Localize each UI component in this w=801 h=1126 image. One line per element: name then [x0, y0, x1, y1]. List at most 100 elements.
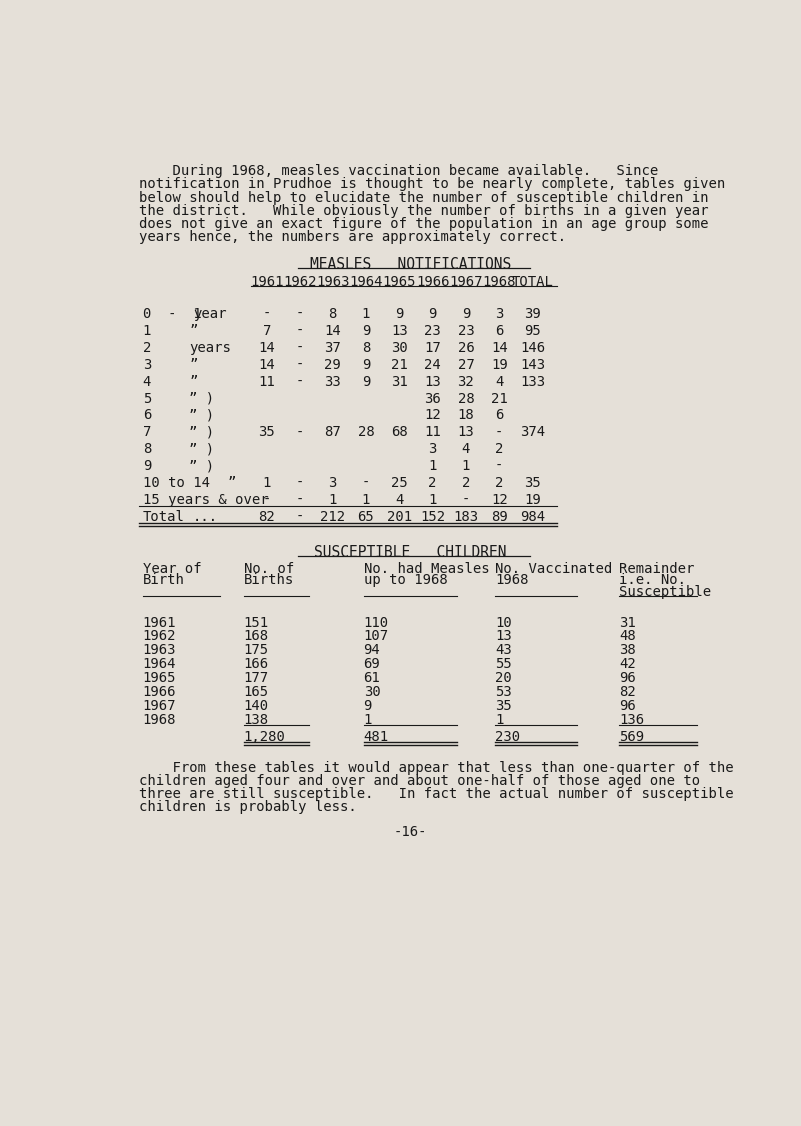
Text: Susceptible: Susceptible — [619, 584, 711, 599]
Text: 1967: 1967 — [449, 275, 483, 289]
Text: 25: 25 — [391, 476, 408, 490]
Text: -: - — [296, 510, 304, 524]
Text: 9: 9 — [364, 699, 372, 713]
Text: 9: 9 — [362, 375, 370, 388]
Text: ” ): ” ) — [189, 443, 215, 456]
Text: 168: 168 — [244, 629, 268, 643]
Text: 212: 212 — [320, 510, 345, 524]
Text: 48: 48 — [619, 629, 636, 643]
Text: 1966: 1966 — [143, 685, 176, 699]
Text: -: - — [296, 306, 304, 321]
Text: 9: 9 — [461, 306, 470, 321]
Text: 82: 82 — [259, 510, 275, 524]
Text: 3: 3 — [429, 443, 437, 456]
Text: 15 years & over: 15 years & over — [143, 493, 268, 507]
Text: 69: 69 — [364, 658, 380, 671]
Text: ”: ” — [189, 358, 198, 372]
Text: 42: 42 — [619, 658, 636, 671]
Text: 12: 12 — [491, 493, 508, 507]
Text: 4: 4 — [143, 375, 151, 388]
Text: 1963: 1963 — [143, 643, 176, 658]
Text: 27: 27 — [457, 358, 474, 372]
Text: 61: 61 — [364, 671, 380, 685]
Text: 1968: 1968 — [143, 713, 176, 726]
Text: 138: 138 — [244, 713, 268, 726]
Text: 9: 9 — [362, 324, 370, 338]
Text: 374: 374 — [520, 426, 545, 439]
Text: 1965: 1965 — [383, 275, 416, 289]
Text: 1968: 1968 — [495, 573, 529, 588]
Text: 1: 1 — [362, 306, 370, 321]
Text: 183: 183 — [453, 510, 478, 524]
Text: 9: 9 — [429, 306, 437, 321]
Text: 1966: 1966 — [416, 275, 449, 289]
Text: 166: 166 — [244, 658, 268, 671]
Text: below should help to elucidate the number of susceptible children in: below should help to elucidate the numbe… — [139, 190, 708, 205]
Text: 37: 37 — [324, 341, 341, 355]
Text: 82: 82 — [619, 685, 636, 699]
Text: ” ): ” ) — [189, 409, 215, 422]
Text: 110: 110 — [364, 616, 388, 629]
Text: 28: 28 — [357, 426, 374, 439]
Text: 9: 9 — [143, 459, 151, 473]
Text: 31: 31 — [391, 375, 408, 388]
Text: 89: 89 — [491, 510, 508, 524]
Text: 2: 2 — [495, 443, 504, 456]
Text: 1: 1 — [429, 493, 437, 507]
Text: 30: 30 — [364, 685, 380, 699]
Text: During 1968, measles vaccination became available.   Since: During 1968, measles vaccination became … — [139, 164, 658, 178]
Text: 569: 569 — [619, 730, 645, 743]
Text: ” ): ” ) — [189, 392, 215, 405]
Text: 177: 177 — [244, 671, 268, 685]
Text: ...: ... — [193, 510, 218, 524]
Text: 151: 151 — [244, 616, 268, 629]
Text: 14: 14 — [324, 324, 341, 338]
Text: -: - — [362, 476, 370, 490]
Text: 2: 2 — [429, 476, 437, 490]
Text: 30: 30 — [391, 341, 408, 355]
Text: 1,280: 1,280 — [244, 730, 285, 743]
Text: 9: 9 — [362, 358, 370, 372]
Text: 146: 146 — [520, 341, 545, 355]
Text: ”: ” — [189, 375, 198, 388]
Text: Births: Births — [244, 573, 294, 588]
Text: 1967: 1967 — [143, 699, 176, 713]
Text: ”: ” — [189, 324, 198, 338]
Text: 26: 26 — [457, 341, 474, 355]
Text: -: - — [296, 341, 304, 355]
Text: 68: 68 — [391, 426, 408, 439]
Text: MEASLES   NOTIFICATIONS: MEASLES NOTIFICATIONS — [309, 257, 511, 271]
Text: 0  -  1: 0 - 1 — [143, 306, 201, 321]
Text: 21: 21 — [391, 358, 408, 372]
Text: children aged four and over and about one-half of those aged one to: children aged four and over and about on… — [139, 775, 700, 788]
Text: -: - — [495, 426, 504, 439]
Text: 8: 8 — [362, 341, 370, 355]
Text: Total: Total — [143, 510, 184, 524]
Text: 14: 14 — [491, 341, 508, 355]
Text: 4: 4 — [461, 443, 470, 456]
Text: 1961: 1961 — [143, 616, 176, 629]
Text: -: - — [296, 324, 304, 338]
Text: 201: 201 — [387, 510, 412, 524]
Text: -: - — [296, 493, 304, 507]
Text: 53: 53 — [495, 685, 512, 699]
Text: 28: 28 — [457, 392, 474, 405]
Text: 1964: 1964 — [349, 275, 383, 289]
Text: No. had Measles: No. had Measles — [364, 562, 489, 575]
Text: 13: 13 — [495, 629, 512, 643]
Text: 1: 1 — [429, 459, 437, 473]
Text: 14: 14 — [259, 358, 275, 372]
Text: No. of: No. of — [244, 562, 294, 575]
Text: 13: 13 — [391, 324, 408, 338]
Text: 39: 39 — [524, 306, 541, 321]
Text: 165: 165 — [244, 685, 268, 699]
Text: 1962: 1962 — [143, 629, 176, 643]
Text: 3: 3 — [328, 476, 336, 490]
Text: 8: 8 — [143, 443, 151, 456]
Text: 21: 21 — [491, 392, 508, 405]
Text: 24: 24 — [425, 358, 441, 372]
Text: 38: 38 — [619, 643, 636, 658]
Text: -: - — [296, 375, 304, 388]
Text: ” ): ” ) — [189, 426, 215, 439]
Text: Birth: Birth — [143, 573, 184, 588]
